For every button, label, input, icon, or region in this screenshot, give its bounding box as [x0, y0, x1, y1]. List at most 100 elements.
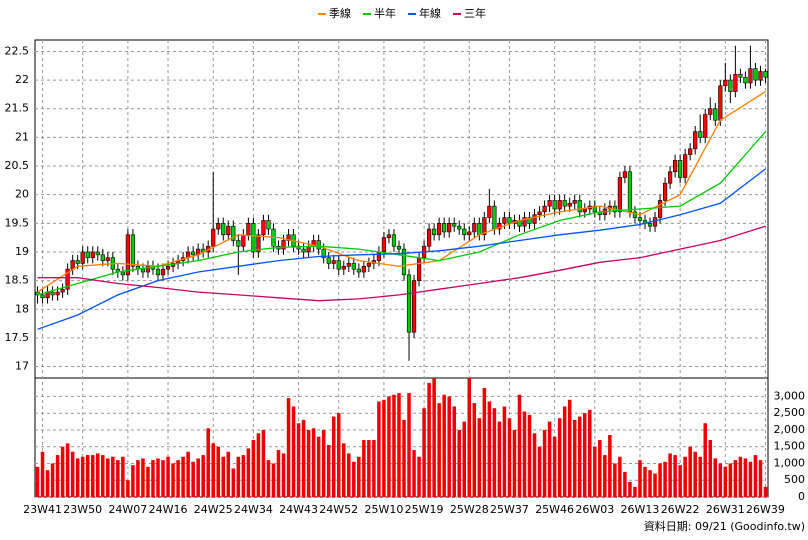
volume-bar	[136, 460, 140, 497]
volume-bar	[668, 453, 672, 497]
volume-bar	[638, 460, 642, 497]
volume-bar	[608, 434, 612, 497]
volume-bar	[522, 411, 527, 497]
volume-bar	[723, 466, 728, 497]
volume-bar	[316, 436, 321, 497]
x-tick-label: 25W46	[535, 503, 574, 516]
candle-body	[758, 71, 763, 81]
candle-body	[85, 251, 90, 258]
x-tick-label: 26W13	[621, 503, 660, 516]
volume-bar	[221, 456, 226, 497]
candle-body	[652, 217, 658, 227]
volume-bar	[35, 466, 40, 497]
volume-bar	[70, 451, 75, 497]
candle-body	[261, 220, 266, 236]
candle-body	[366, 263, 371, 267]
candle-body	[627, 171, 633, 213]
volume-tick-label: 2,500	[774, 406, 806, 419]
volume-bar	[372, 440, 376, 497]
candle-body	[743, 76, 748, 84]
volume-bar	[703, 423, 708, 497]
volume-bar	[728, 463, 733, 497]
candle-body	[482, 217, 487, 236]
volume-bar	[618, 456, 622, 497]
x-tick-label: 26W31	[706, 503, 745, 516]
volume-bar	[211, 443, 215, 497]
volume-bar	[653, 473, 657, 497]
candle-body	[256, 234, 261, 253]
candle-body	[60, 288, 65, 293]
volume-bar	[306, 429, 311, 497]
candle-body	[145, 265, 151, 273]
volume-bar	[708, 440, 713, 497]
volume-bar	[261, 429, 266, 497]
volume-bar	[542, 429, 547, 497]
candle-body	[452, 223, 457, 227]
volume-bar	[562, 406, 567, 497]
volume-bar	[427, 383, 431, 497]
volume-bar	[552, 436, 557, 497]
candle-body	[95, 251, 100, 256]
volume-bar	[517, 394, 522, 497]
volume-bar	[557, 418, 562, 497]
volume-bar	[392, 394, 396, 497]
volume-bar	[161, 460, 165, 497]
candle-body	[381, 237, 387, 253]
candle-body	[683, 154, 688, 178]
candle-body	[351, 263, 356, 270]
candle-body	[411, 280, 417, 333]
volume-bar	[216, 446, 221, 497]
volume-bar	[417, 456, 421, 497]
candle-body	[231, 225, 236, 241]
candle-body	[321, 248, 326, 258]
volume-bar	[241, 455, 246, 497]
volume-bar	[397, 393, 401, 497]
candle-body	[522, 217, 527, 227]
volume-bar	[286, 398, 291, 497]
volume-bar	[181, 456, 185, 497]
candle-body	[537, 211, 542, 216]
candle-body	[416, 257, 422, 281]
volume-bar	[382, 399, 386, 497]
candle-body	[507, 217, 512, 224]
x-tick-label: 24W07	[108, 503, 147, 516]
candle-body	[662, 182, 668, 201]
candle-body	[226, 225, 231, 236]
candle-body	[336, 260, 341, 270]
volume-bar	[321, 429, 326, 497]
volume-bar	[40, 451, 45, 497]
legend-label: 年線	[419, 6, 441, 20]
x-tick-label: 23W50	[63, 503, 102, 516]
ma-line	[37, 225, 766, 302]
volume-bar	[743, 458, 748, 497]
candle-body	[567, 202, 572, 207]
candle-body	[462, 228, 467, 236]
candle-body	[241, 234, 246, 247]
volume-bar	[758, 460, 763, 497]
candle-body	[432, 228, 437, 236]
volume-bar	[582, 413, 587, 497]
volume-tick-label: 1,000	[774, 456, 806, 469]
candle-body	[331, 260, 336, 264]
volume-bar	[613, 463, 617, 497]
volume-bar	[362, 440, 366, 497]
y-tick-label: 18.5	[5, 274, 30, 287]
volume-bar	[412, 450, 416, 497]
volume-bar	[246, 448, 251, 497]
volume-tick-label: 500	[784, 473, 805, 486]
volume-tick-label: 0	[798, 490, 805, 503]
candle-body	[577, 200, 582, 213]
candle-body	[698, 131, 703, 138]
volume-bar	[347, 453, 351, 497]
volume-bar	[577, 416, 582, 497]
y-tick-label: 20	[15, 188, 29, 201]
volume-bar	[342, 443, 346, 497]
candle-body	[637, 217, 643, 221]
y-tick-label: 22.5	[5, 44, 30, 57]
x-tick-label: 24W43	[279, 503, 318, 516]
y-tick-label: 18	[15, 302, 29, 315]
volume-bar	[678, 465, 682, 497]
candle-body	[688, 148, 693, 155]
y-tick-label: 17.5	[5, 331, 30, 344]
